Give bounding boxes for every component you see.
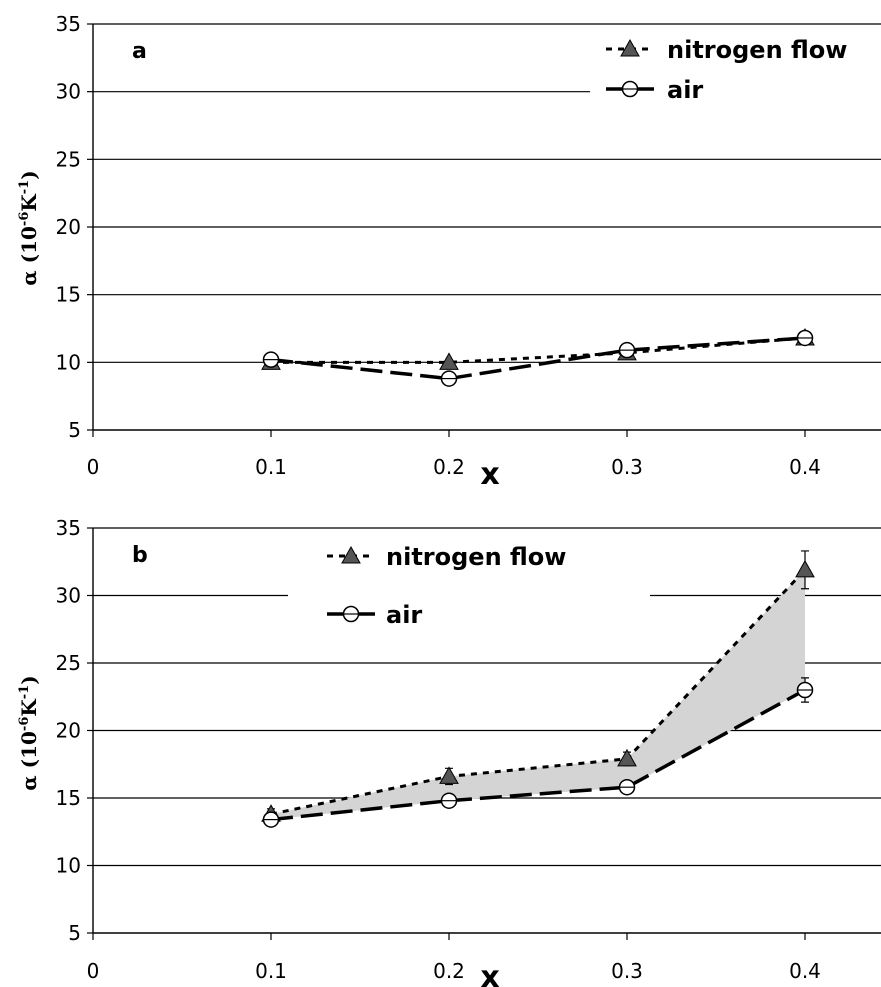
data-point-air xyxy=(262,811,280,828)
y-axis-title-part: -1 xyxy=(17,180,32,194)
x-tick-label: 0.1 xyxy=(255,959,287,983)
y-tick-label: 10 xyxy=(56,350,81,374)
x-tick-label: 0.4 xyxy=(789,959,821,983)
y-tick-label: 15 xyxy=(56,786,81,810)
x-tick-label: 0.1 xyxy=(255,455,287,479)
y-axis-title-part: α (10 xyxy=(17,226,41,286)
x-axis-title: x xyxy=(480,960,499,987)
x-tick-label: 0.3 xyxy=(611,455,643,479)
y-tick-label: 10 xyxy=(56,854,81,878)
x-axis-title: x xyxy=(480,457,499,492)
shaded-region xyxy=(271,569,805,820)
panel-label: a xyxy=(132,39,147,64)
y-axis-title: α (10-6K-1) xyxy=(17,170,41,285)
legend-marker-air xyxy=(342,605,360,623)
y-axis-title-part: α (10 xyxy=(17,731,41,791)
y-axis-title-part: ) xyxy=(17,170,41,179)
legend-marker-air xyxy=(621,80,639,98)
legend-marker-nitrogen-flow xyxy=(341,545,361,564)
x-tick-label: 0.4 xyxy=(789,455,821,479)
y-axis-title-part: -1 xyxy=(17,685,32,699)
legend: nitrogen flow air xyxy=(288,536,650,631)
y-axis-title-part: ) xyxy=(17,675,41,684)
x-tick-label: 0.2 xyxy=(433,959,465,983)
y-axis-title: α (10-6K-1) xyxy=(17,675,41,790)
legend-label-air: air xyxy=(386,601,422,629)
series-line-nitrogen-flow xyxy=(271,336,806,364)
y-tick-label: 5 xyxy=(68,921,81,945)
y-tick-label: 5 xyxy=(68,418,81,442)
panel-label: b xyxy=(132,543,148,568)
y-tick-label: 35 xyxy=(56,516,81,540)
y-tick-label: 30 xyxy=(56,80,81,104)
data-point-nitrogen-flow xyxy=(439,352,459,370)
data-point-air xyxy=(618,341,636,359)
y-tick-label: 20 xyxy=(56,719,81,743)
legend-label-nitrogen-flow: nitrogen flow xyxy=(386,543,566,571)
legend-label-nitrogen-flow: nitrogen flow xyxy=(667,36,847,64)
data-point-air xyxy=(796,681,814,699)
y-tick-label: 25 xyxy=(56,651,81,675)
legend-label-air: air xyxy=(667,76,703,104)
y-axis-title-part: K xyxy=(17,194,41,212)
y-axis-title-part: K xyxy=(17,699,41,717)
y-tick-label: 15 xyxy=(56,283,81,307)
data-point-air xyxy=(796,329,814,347)
y-tick-label: 35 xyxy=(56,12,81,36)
x-tick-label: 0.2 xyxy=(433,455,465,479)
legend-marker-nitrogen-flow xyxy=(620,38,640,57)
data-point-nitrogen-flow xyxy=(795,559,815,578)
legend: nitrogen flow air xyxy=(590,30,881,104)
data-point-air xyxy=(262,351,280,368)
y-axis-title-part: -6 xyxy=(17,212,32,226)
series-line-air xyxy=(270,688,806,822)
x-tick-label: 0 xyxy=(87,455,100,479)
y-tick-label: 20 xyxy=(56,215,81,239)
x-tick-label: 0.3 xyxy=(611,959,643,983)
panel-a: 5 10 15 20 25 30 35 0 0.1 0.2 0.3 0.4 x α (10-6K-1) a n… xyxy=(17,12,881,492)
legend-background xyxy=(590,30,881,98)
y-tick-label: 30 xyxy=(56,584,81,608)
data-point-air xyxy=(440,370,458,387)
y-axis-title-part: -6 xyxy=(17,717,32,731)
data-point-nitrogen-flow xyxy=(617,748,637,767)
data-point-air xyxy=(618,778,636,796)
y-tick-label: 25 xyxy=(56,147,81,171)
panel-b: 5 10 15 20 25 30 35 0 0.1 0.2 0.3 0.4 x α (10-6K-1) b n… xyxy=(17,516,881,987)
data-point-nitrogen-flow xyxy=(439,766,459,784)
data-point-air xyxy=(440,792,458,809)
x-tick-label: 0 xyxy=(87,959,100,983)
